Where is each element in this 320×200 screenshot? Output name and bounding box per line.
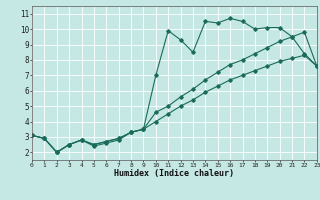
X-axis label: Humidex (Indice chaleur): Humidex (Indice chaleur) bbox=[115, 169, 234, 178]
